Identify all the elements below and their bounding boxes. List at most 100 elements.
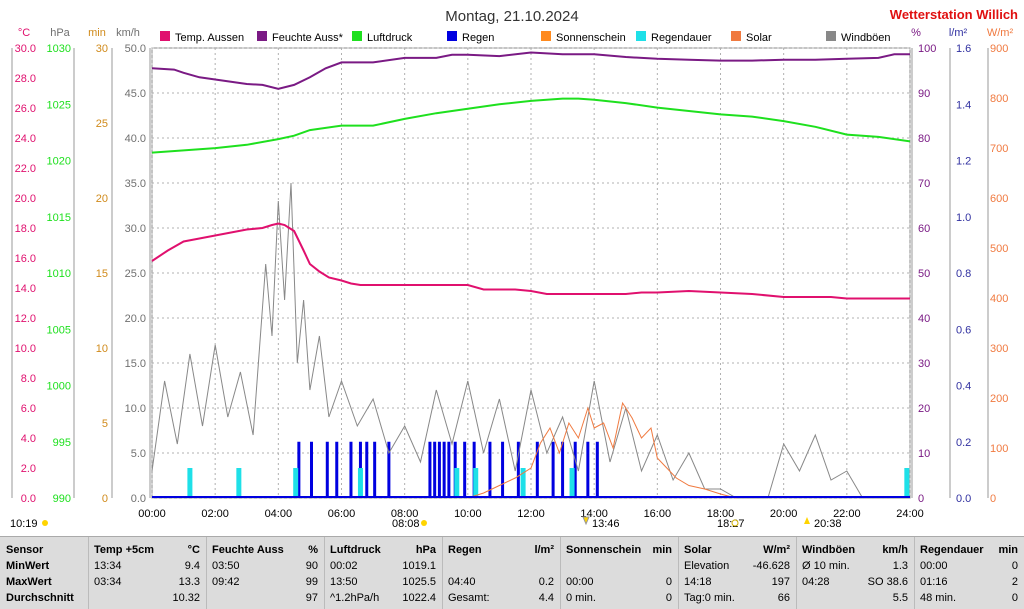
stats-cell-value: 9.4 <box>184 560 200 572</box>
temp-tick-label: 20.0 <box>15 193 36 205</box>
moonrise-icon <box>804 517 810 524</box>
rain-tick-label: 0.4 <box>956 381 971 393</box>
stats-unit: % <box>308 544 318 556</box>
temp-tick-label: 30.0 <box>15 43 36 55</box>
stats-row: 00:00 0 <box>566 576 672 592</box>
stats-header: Regendauer min <box>920 544 1018 556</box>
stats-unit: min <box>998 544 1018 556</box>
stats-row: 04:28 SO 38.6 <box>802 576 908 592</box>
chart-title: Montag, 21.10.2024 <box>445 8 578 25</box>
stats-cell-value: 10.32 <box>172 592 200 604</box>
humidity-tick-label: 90 <box>918 88 930 100</box>
minutes-tick-label: 20 <box>96 193 108 205</box>
pressure-tick-label: 995 <box>53 437 71 449</box>
stats-cell-label: 48 min. <box>920 592 957 604</box>
stats-unit: °C <box>187 544 200 556</box>
x-tick-label: 10:00 <box>454 508 482 520</box>
temp-tick-label: 4.0 <box>21 433 36 445</box>
stats-column: Regendauer min 00:00 0 01:16 2 48 min. 0 <box>914 537 1024 609</box>
pressure-tick-label: 990 <box>53 493 71 505</box>
stats-row: 04:40 0.2 <box>448 576 554 592</box>
sunrise-icon <box>421 520 427 526</box>
temp-tick-label: 24.0 <box>15 133 36 145</box>
x-tick-label: 02:00 <box>201 508 229 520</box>
solar-tick-label: 100 <box>990 443 1008 455</box>
kmh-tick-label: 50.0 <box>125 43 146 55</box>
humidity-tick-label: 10 <box>918 448 930 460</box>
stats-cell-value: 0.2 <box>538 576 554 588</box>
stats-row: ^1.2hPa/h 1022.4 <box>330 592 436 608</box>
rain-tick-label: 0.2 <box>956 437 971 449</box>
rain-bar <box>428 441 432 498</box>
rain-bar <box>447 441 451 498</box>
stats-unit: min <box>652 544 672 556</box>
minutes-tick-label: 10 <box>96 343 108 355</box>
stats-header: Temp +5cm °C <box>94 544 200 556</box>
minutes-tick-label: 25 <box>96 118 108 130</box>
stats-row: 97 <box>212 592 318 608</box>
rain-duration-bar <box>293 468 299 498</box>
rain-duration-bar <box>473 468 479 498</box>
legend-swatch <box>541 31 551 41</box>
rain-tick-label: 0.8 <box>956 268 971 280</box>
stats-cell-label: MinWert <box>6 560 50 572</box>
temp-tick-label: 8.0 <box>21 373 36 385</box>
rain-tick-label: 1.2 <box>956 156 971 168</box>
stats-column: Windböen km/h Ø 10 min. 1.3 04:28 SO 38.6 5.5 <box>796 537 915 609</box>
rain-bar <box>535 441 539 498</box>
unit-minutes: min <box>88 27 106 39</box>
moonset-icon <box>42 520 48 526</box>
stats-row: 14:18 197 <box>684 576 790 592</box>
temp-tick-label: 18.0 <box>15 223 36 235</box>
x-tick-label: 06:00 <box>328 508 356 520</box>
station-name: Wetterstation Willich <box>890 7 1018 22</box>
rain-bar <box>437 441 441 498</box>
stats-row: MaxWert <box>6 576 82 592</box>
rain-bar <box>325 441 329 498</box>
stats-cell-label: 00:02 <box>330 560 358 572</box>
pressure-tick-label: 1020 <box>47 156 71 168</box>
solar-tick-label: 900 <box>990 43 1008 55</box>
solar-tick-label: 600 <box>990 193 1008 205</box>
rain-bar <box>349 441 353 498</box>
pressure-line <box>151 97 911 154</box>
stats-row <box>566 560 672 576</box>
stats-row: Elevation -46.628 <box>684 560 790 576</box>
stats-row: 03:50 90 <box>212 560 318 576</box>
weather-chart: 30.0 28.0 26.0 24.0 22.0 20.0 18.0 16.0 14.0 12.0… <box>10 7 1018 530</box>
pressure-tick-label: 1010 <box>47 268 71 280</box>
pressure-tick-label: 1000 <box>47 381 71 393</box>
legend-swatch <box>447 31 457 41</box>
rain-bar <box>433 441 437 498</box>
legend-label: Luftdruck <box>367 32 413 44</box>
stats-column: Feuchte Auss% 03:50 90 09:42 99 97 <box>206 537 325 609</box>
marker-time: 10:19 <box>10 518 38 530</box>
rain-bar <box>595 441 599 498</box>
solar-tick-label: 800 <box>990 93 1008 105</box>
rain-duration-bar <box>454 468 460 498</box>
stats-cell-value: 197 <box>771 576 790 588</box>
unit-hpa: hPa <box>50 27 70 39</box>
stats-cell-value: 1025.5 <box>402 576 436 588</box>
humidity-tick-label: 40 <box>918 313 930 325</box>
solar-tick-label: 200 <box>990 393 1008 405</box>
unit-lm2: l/m² <box>949 27 968 39</box>
rain-bar <box>309 441 313 498</box>
stats-cell-label: 03:50 <box>212 560 240 572</box>
kmh-tick-label: 20.0 <box>125 313 146 325</box>
stats-unit: hPa <box>415 544 436 556</box>
stats-column: Sensor MinWert MaxWert Durchschnitt <box>0 537 89 609</box>
legend-label: Windböen <box>841 32 891 44</box>
humidity-tick-label: 50 <box>918 268 930 280</box>
stats-cell-label: 04:28 <box>802 576 830 588</box>
stats-header: Regen l/m² <box>448 544 554 556</box>
stats-row <box>448 560 554 576</box>
legend-swatch <box>826 31 836 41</box>
rain-duration-bar <box>904 468 910 498</box>
pressure-tick-label: 1005 <box>47 324 71 336</box>
stats-cell-value: 1022.4 <box>402 592 436 604</box>
stats-cell-value: 0 <box>1011 560 1018 572</box>
x-tick-label: 22:00 <box>833 508 861 520</box>
solar-tick-label: 500 <box>990 243 1008 255</box>
stats-header: Solar W/m² <box>684 544 790 556</box>
